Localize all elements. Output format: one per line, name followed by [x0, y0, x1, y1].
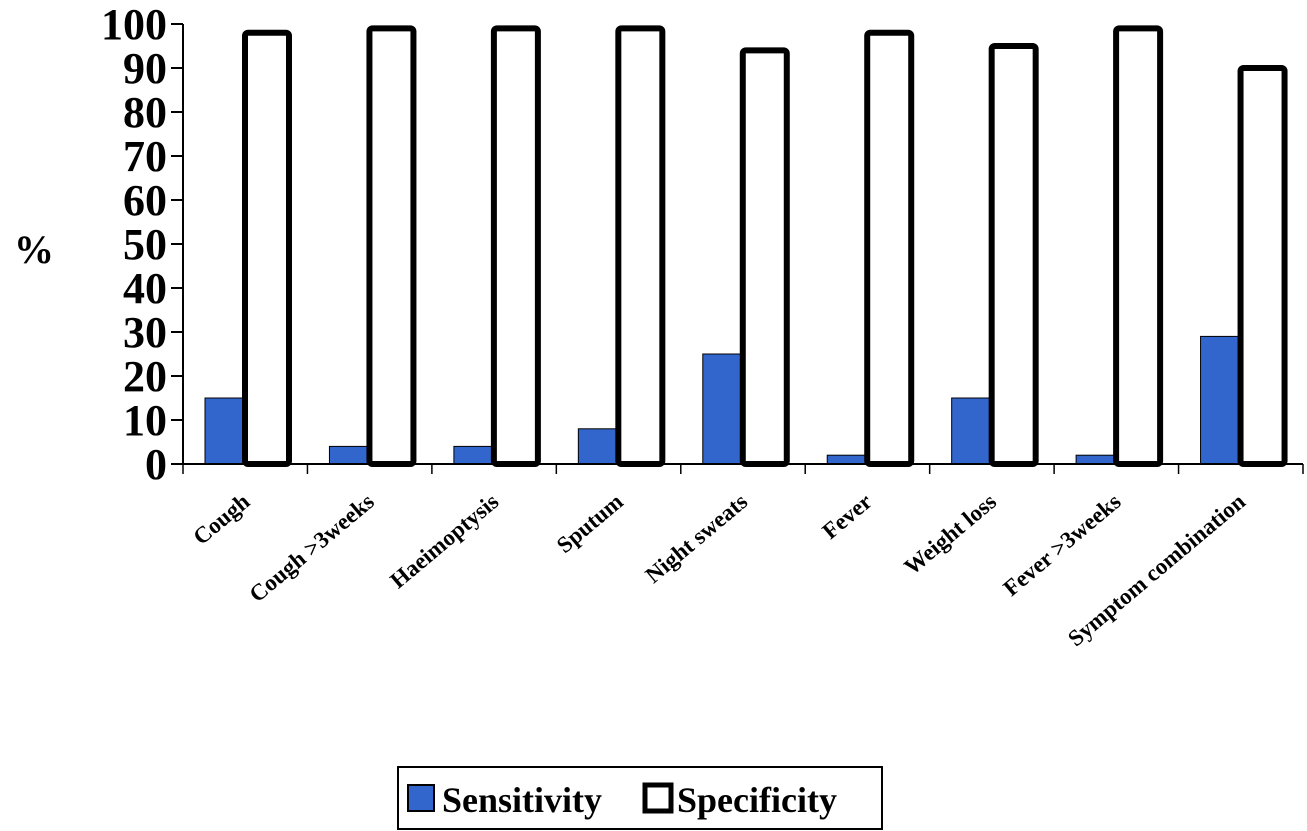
x-category-label: Fever	[818, 489, 877, 544]
x-category-label: Cough >3weeks	[245, 489, 379, 607]
y-axis-label: %	[14, 227, 54, 272]
y-tick-label: 30	[123, 308, 167, 357]
bar-sensitivity	[1075, 454, 1115, 465]
x-category-label: Night sweats	[641, 489, 753, 588]
bar-sensitivity	[702, 353, 742, 465]
legend-swatch-sensitivity	[407, 784, 435, 812]
bar-specificity	[242, 29, 292, 468]
y-tick-label: 40	[123, 264, 167, 313]
y-tick-label: 60	[123, 176, 167, 225]
x-category-label: Sputum	[552, 489, 628, 558]
y-tick-label: 90	[123, 44, 167, 93]
bar-specificity	[1113, 25, 1164, 468]
bar-specificity	[739, 47, 790, 468]
x-category-label: Fever >3weeks	[998, 489, 1125, 601]
bar-sensitivity	[951, 397, 991, 465]
y-tick-label: 100	[101, 0, 167, 49]
bar-sensitivity	[453, 445, 493, 465]
bar-specificity	[615, 25, 666, 468]
legend-label-sensitivity: Sensitivity	[442, 780, 602, 820]
bar-specificity	[490, 25, 541, 468]
legend-label-specificity: Specificity	[677, 780, 837, 820]
legend: Sensitivity Specificity	[397, 766, 883, 830]
x-category-label: Haeimoptysis	[385, 489, 503, 594]
bar-sensitivity	[577, 428, 617, 465]
bar-sensitivity	[204, 397, 244, 465]
bars	[204, 25, 1288, 468]
legend-box	[397, 766, 883, 830]
bar-sensitivity	[1200, 335, 1240, 465]
x-category-label: Weight loss	[899, 489, 1001, 580]
y-tick-label: 10	[123, 396, 167, 445]
y-tick-label: 50	[123, 220, 167, 269]
y-tick-label: 20	[123, 352, 167, 401]
legend-swatch-specificity	[642, 782, 674, 814]
bar-specificity	[988, 43, 1039, 467]
y-tick-label: 70	[123, 132, 167, 181]
bar-sensitivity	[826, 454, 866, 465]
bar-sensitivity	[328, 445, 368, 465]
y-tick-label: 0	[145, 440, 167, 489]
bar-specificity	[864, 29, 915, 468]
y-tick-label: 80	[123, 88, 167, 137]
x-axis-ticks	[182, 464, 1304, 474]
x-category-label: Cough	[188, 489, 254, 550]
bar-specificity	[366, 25, 417, 468]
bar-specificity	[1237, 65, 1288, 467]
